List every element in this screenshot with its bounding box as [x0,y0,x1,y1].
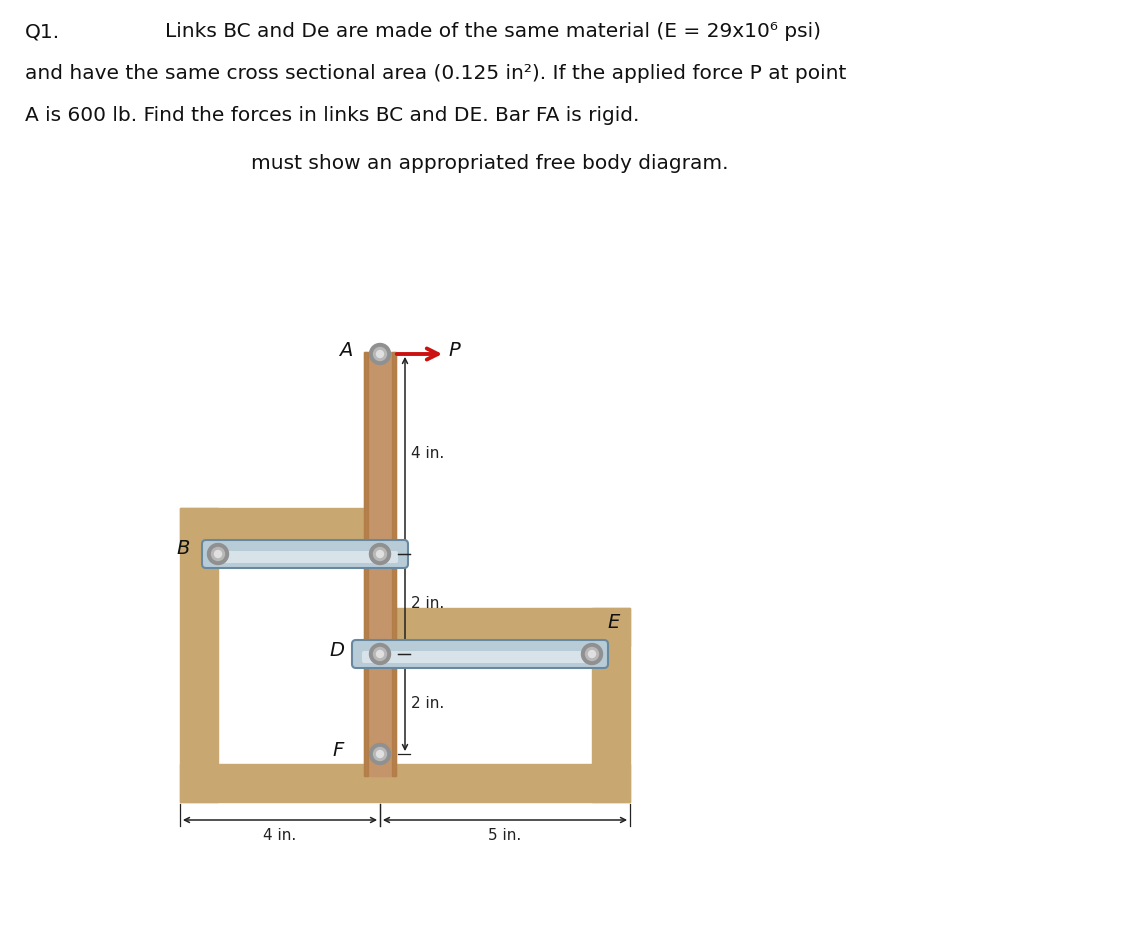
Text: 4 in.: 4 in. [264,828,296,843]
Text: B: B [176,540,190,558]
Bar [180,508,369,546]
Text: 2 in.: 2 in. [411,596,444,611]
Circle shape [374,547,386,560]
Circle shape [377,551,384,557]
Text: E: E [607,613,619,632]
Text: F: F [333,741,344,760]
Circle shape [369,744,390,764]
Text: Q1.: Q1. [25,22,61,41]
Bar [392,352,396,776]
Circle shape [208,543,229,565]
Circle shape [581,643,603,665]
Circle shape [374,747,386,761]
Text: 4 in.: 4 in. [411,446,444,461]
Circle shape [214,551,221,557]
Circle shape [369,543,390,565]
Circle shape [586,648,598,661]
Circle shape [369,643,390,665]
Circle shape [369,344,390,364]
Text: must show an appropriated free body diagram.: must show an appropriated free body diag… [251,154,729,173]
Text: Links BC and De are made of the same material (E = 29x10⁶ psi): Links BC and De are made of the same mat… [165,22,821,41]
Bar [180,764,629,802]
Circle shape [374,348,386,361]
Text: 5 in.: 5 in. [488,828,522,843]
Text: 2 in.: 2 in. [411,696,444,711]
Circle shape [589,651,596,657]
Bar [364,352,368,776]
Circle shape [377,750,384,758]
Bar [364,352,396,776]
Text: A: A [339,340,352,360]
Text: D: D [329,640,344,660]
Circle shape [374,648,386,661]
FancyBboxPatch shape [212,551,398,563]
Circle shape [377,651,384,657]
Bar [180,508,218,802]
Text: P: P [448,340,460,360]
FancyBboxPatch shape [362,651,598,663]
FancyBboxPatch shape [352,640,608,668]
Text: C: C [373,513,386,532]
FancyBboxPatch shape [202,540,408,568]
Text: A is 600 lb. Find the forces in links BC and DE. Bar FA is rigid.: A is 600 lb. Find the forces in links BC… [25,106,640,125]
Circle shape [377,350,384,358]
Circle shape [212,547,224,560]
Text: and have the same cross sectional area (0.125 in²). If the applied force P at po: and have the same cross sectional area (… [25,64,846,83]
Bar [390,608,629,646]
Bar [592,608,629,802]
